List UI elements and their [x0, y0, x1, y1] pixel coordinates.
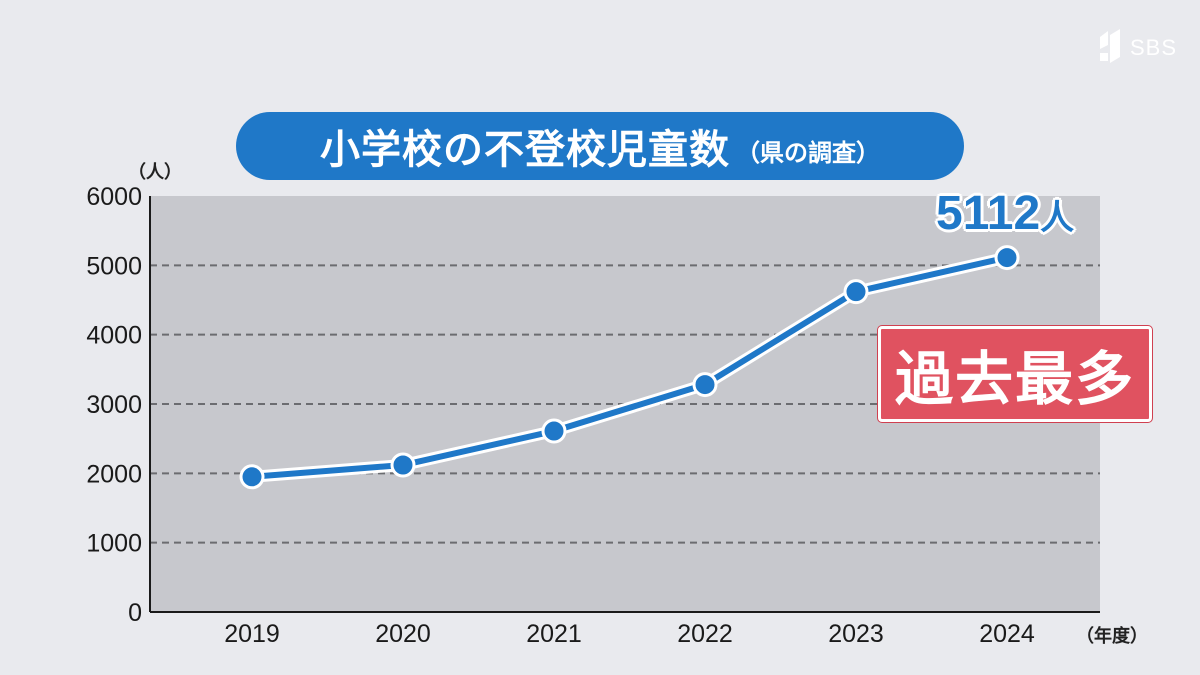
record-high-badge: 過去最多 — [878, 326, 1152, 422]
chart-subtitle: （県の調査） — [736, 138, 880, 167]
x-tick-label: 2023 — [828, 620, 884, 648]
data-point — [541, 418, 567, 444]
latest-value-callout: 5112人 — [936, 186, 1074, 241]
chart-title: 小学校の不登校児童数 — [320, 127, 730, 173]
x-tick-label: 2021 — [526, 620, 582, 648]
data-point — [692, 372, 718, 398]
latest-value-number: 5112 — [936, 187, 1041, 240]
x-tick-label: 2019 — [224, 620, 280, 648]
y-axis-unit: （人） — [128, 162, 182, 183]
x-tick-label: 2020 — [375, 620, 431, 648]
y-tick-label: 3000 — [86, 391, 142, 419]
y-tick-label: 5000 — [86, 252, 142, 280]
y-tick-label: 4000 — [86, 322, 142, 350]
sbs-logo-text: SBS — [1130, 35, 1178, 60]
sbs-logo-mark-icon — [1100, 29, 1120, 63]
x-axis-unit: （年度） — [1076, 626, 1148, 647]
data-point — [843, 279, 869, 305]
latest-value-unit: 人 — [1040, 198, 1075, 238]
y-tick-label: 2000 — [86, 460, 142, 488]
series-line-path — [251, 254, 1008, 480]
chart-title-banner: 小学校の不登校児童数 （県の調査） — [236, 112, 964, 180]
y-tick-labels: 0 1000 2000 3000 4000 5000 6000 — [86, 183, 142, 627]
series-line — [251, 251, 1009, 483]
x-tick-label: 2022 — [677, 620, 733, 648]
y-tick-label: 6000 — [86, 183, 142, 211]
axes — [149, 196, 1100, 613]
data-point — [390, 452, 416, 478]
sbs-logo: SBS — [1098, 26, 1188, 70]
x-tick-labels: 2019 2020 2021 2022 2023 2024 — [224, 620, 1035, 648]
data-points — [239, 245, 1020, 490]
data-point — [239, 464, 265, 490]
y-tick-label: 0 — [128, 599, 142, 627]
x-tick-label: 2024 — [979, 620, 1035, 648]
data-point — [994, 245, 1020, 271]
y-tick-label: 1000 — [86, 530, 142, 558]
